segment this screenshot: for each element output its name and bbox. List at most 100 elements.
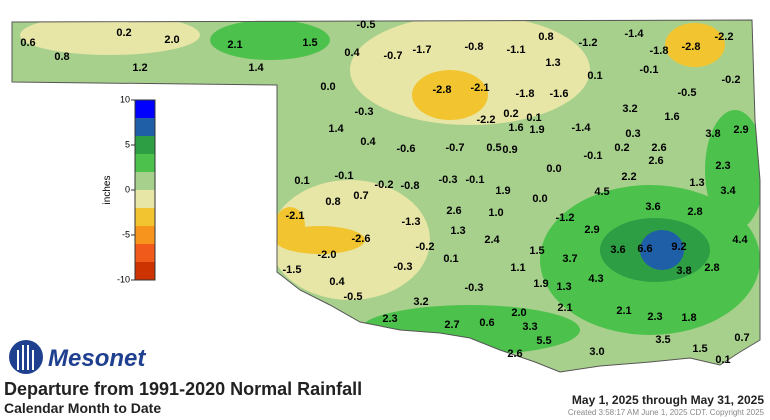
- county-value: 0.8: [325, 196, 340, 208]
- county-value: -0.7: [384, 50, 403, 62]
- county-value: 0.7: [353, 190, 368, 202]
- county-value: 2.0: [511, 307, 526, 319]
- county-value: 0.1: [715, 354, 730, 366]
- county-value: -1.7: [413, 44, 432, 56]
- county-value: 0.0: [532, 193, 547, 205]
- county-value: 2.1: [557, 302, 572, 314]
- county-value: 1.5: [529, 245, 544, 257]
- county-value: 0.3: [625, 128, 640, 140]
- county-value: 6.6: [637, 243, 652, 255]
- county-value: -2.6: [352, 233, 371, 245]
- county-value: 1.6: [508, 122, 523, 134]
- county-value: -1.1: [507, 44, 526, 56]
- county-value: 1.2: [132, 62, 147, 74]
- legend-swatch: [135, 172, 155, 190]
- county-value: 0.0: [546, 163, 561, 175]
- county-value: 2.1: [616, 305, 631, 317]
- county-value: 3.3: [522, 321, 537, 333]
- logo-text: Mesonet: [48, 345, 146, 372]
- county-value: -1.6: [550, 88, 569, 100]
- county-value: -0.5: [344, 291, 363, 303]
- county-value: 1.1: [510, 262, 525, 274]
- county-value: -2.8: [433, 84, 452, 96]
- county-value: 1.9: [495, 185, 510, 197]
- county-value: 0.0: [320, 81, 335, 93]
- county-value: 2.2: [621, 171, 636, 183]
- county-value: 1.4: [328, 123, 344, 135]
- county-value: 4.5: [594, 186, 609, 198]
- period: May 1, 2025 through May 31, 2025: [572, 393, 764, 407]
- county-value: 2.9: [733, 124, 748, 136]
- county-value: -0.8: [401, 180, 420, 192]
- county-value: -0.2: [722, 74, 741, 86]
- legend-swatch: [135, 118, 155, 136]
- county-value: -1.4: [572, 122, 592, 134]
- map-labels: 0.60.80.22.01.22.11.41.5-0.50.4 -0.7 -1.7-…: [20, 19, 749, 366]
- county-value: 2.3: [715, 160, 730, 172]
- county-value: 5.5: [536, 335, 551, 347]
- county-value: 1.3: [689, 177, 704, 189]
- county-value: 0.2: [503, 108, 518, 120]
- legend-swatch: [135, 226, 155, 244]
- county-value: 9.2: [671, 241, 686, 253]
- county-value: 1.5: [302, 37, 317, 49]
- county-value: 1.3: [545, 57, 560, 69]
- county-value: 0.1: [443, 253, 458, 265]
- county-value: 2.0: [164, 34, 179, 46]
- county-value: 1.8: [681, 312, 696, 324]
- county-value: 0.4: [329, 276, 345, 288]
- county-value: -0.1: [584, 150, 603, 162]
- legend-tick-label: -5: [122, 229, 130, 239]
- legend-tick-label: -10: [117, 274, 130, 284]
- title: Departure from 1991-2020 Normal Rainfall: [4, 379, 362, 399]
- county-value: -2.1: [471, 82, 490, 94]
- created: Created 3:58:17 AM June 1, 2025 CDT. Cop…: [568, 408, 765, 417]
- county-value: 1.3: [450, 225, 465, 237]
- county-value: -1.4: [625, 28, 645, 40]
- legend-swatch: [135, 136, 155, 154]
- county-value: 0.1: [526, 112, 541, 124]
- county-value: -0.5: [678, 87, 697, 99]
- county-value: 4.4: [732, 234, 748, 246]
- county-value: -0.3: [439, 174, 458, 186]
- county-value: 2.4: [484, 234, 500, 246]
- county-value: -0.7: [446, 142, 465, 154]
- legend-tick-label: 10: [120, 94, 130, 104]
- county-value: -0.3: [394, 261, 413, 273]
- county-value: -2.2: [477, 114, 496, 126]
- county-value: 3.6: [610, 244, 625, 256]
- legend-unit: inches: [102, 176, 113, 205]
- county-value: 0.8: [54, 51, 69, 63]
- county-value: -2.0: [318, 249, 337, 261]
- county-value: -0.3: [465, 282, 484, 294]
- county-value: 0.2: [614, 142, 629, 154]
- county-value: 2.3: [382, 313, 397, 325]
- county-value: 4.3: [588, 273, 603, 285]
- county-value: 3.2: [413, 296, 428, 308]
- county-value: 2.8: [687, 206, 702, 218]
- county-value: 2.9: [584, 224, 599, 236]
- county-value: -0.1: [466, 174, 485, 186]
- county-value: -0.5: [357, 19, 376, 31]
- county-value: 3.8: [705, 128, 720, 140]
- county-value: -1.8: [516, 88, 535, 100]
- county-value: 1.4: [248, 62, 264, 74]
- county-value: -1.2: [579, 37, 598, 49]
- county-value: 0.6: [20, 37, 35, 49]
- county-value: -0.1: [335, 170, 354, 182]
- county-value: 2.8: [704, 262, 719, 274]
- county-value: 3.2: [622, 103, 637, 115]
- county-value: -1.5: [283, 264, 302, 276]
- county-value: 2.1: [227, 39, 242, 51]
- legend-tick-label: 0: [125, 184, 130, 194]
- county-value: 0.7: [734, 332, 749, 344]
- county-value: 3.6: [645, 201, 660, 213]
- legend-swatch: [135, 190, 155, 208]
- county-value: 2.6: [507, 348, 522, 360]
- county-value: 1.6: [664, 111, 679, 123]
- county-value: 3.4: [720, 185, 736, 197]
- county-value: 2.6: [648, 155, 663, 167]
- county-value: -0.3: [355, 106, 374, 118]
- legend-swatch: [135, 100, 155, 118]
